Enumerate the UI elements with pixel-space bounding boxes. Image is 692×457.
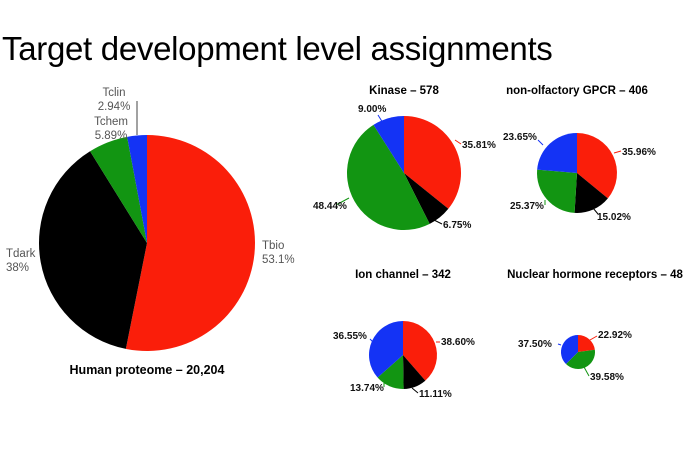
pie-chart-1: Tbio 53.1% Tdark 38% Tchem 5.89% Tclin 2.94% Hum… [6, 87, 295, 377]
pie-slice-tchem [377, 355, 404, 389]
slice-value-label: 22.92% [598, 330, 632, 341]
leader-line [369, 338, 375, 344]
pie-slice-tdark [404, 173, 449, 224]
leader-line [583, 366, 590, 377]
pie-slice-tdark [574, 173, 608, 213]
slice-value-label: 37.50% [518, 339, 552, 350]
pie-slice-tbio [125, 135, 255, 351]
pie-slice-tclin [127, 135, 147, 243]
leader-line [411, 387, 419, 394]
pie-chart-4: 38.60% 11.11% 13.74% 36.55% Ion channel – 34… [333, 269, 475, 400]
slice-value-label: 9.00% [358, 104, 386, 115]
slice-value-label: 48.44% [313, 201, 347, 212]
pie-chart-title: Human proteome – 20,204 [70, 363, 225, 377]
slice-value-label: 35.96% [622, 147, 656, 158]
pie-chart-title: non-olfactory GPCR – 406 [506, 85, 648, 97]
slice-value-label: 36.55% [333, 331, 367, 342]
pie-slice-tclin [373, 116, 404, 173]
pie-slice-tbio [403, 321, 437, 381]
slice-value-label: 39.58% [590, 372, 624, 383]
pie-chart-3: 35.96% 15.02% 25.37% 23.65% non-olfactory GP… [503, 85, 656, 223]
slice-value-label: 53.1% [262, 254, 295, 266]
leader-line [427, 216, 443, 225]
leader-line [377, 114, 384, 124]
pie-slice-tclin [561, 335, 578, 365]
slice-name-label: Tclin [102, 87, 125, 99]
pie-chart-title: Nuclear hormone receptors – 48 [507, 269, 683, 281]
page-title: Target development level assignments [2, 30, 553, 67]
pie-slice-tbio [404, 116, 462, 209]
pie-slice-tbio [578, 334, 595, 352]
pie-chart-5: 22.92% 39.58% 37.50% Nuclear hormone recept… [507, 269, 683, 383]
slice-value-label: 2.94% [98, 101, 131, 113]
pie-slice-tchem [90, 136, 147, 243]
leader-line [589, 335, 598, 341]
pie-slice-tbio [577, 133, 617, 199]
slice-value-label: 35.81% [462, 140, 496, 151]
slice-name-label: Tdark [6, 248, 36, 260]
slice-value-label: 11.11% [419, 389, 452, 400]
slice-value-label: 23.65% [503, 132, 537, 143]
leader-line [335, 197, 350, 206]
pie-slice-tchem [347, 124, 430, 230]
leader-line [613, 150, 622, 154]
leader-line [557, 343, 562, 346]
leader-line [454, 139, 462, 145]
pie-chart-title: Ion channel – 342 [355, 269, 451, 281]
pie-chart-2: 35.81% 6.75% 48.44% 9.00% Kinase – 578 [313, 85, 496, 231]
slice-name-label: Tchem [94, 116, 128, 128]
slice-value-label: 13.74% [350, 383, 384, 394]
pie-slice-tchem [536, 169, 577, 213]
slice-value-label: 38.60% [441, 337, 475, 348]
leader-line [537, 139, 544, 146]
slice-value-label: 25.37% [510, 201, 544, 212]
pie-slice-tdark [403, 355, 426, 389]
slice-value-label: 15.02% [597, 212, 631, 223]
pie-slice-tclin [369, 321, 403, 378]
pie-slice-tdark [38, 151, 147, 349]
leader-line [592, 207, 599, 215]
pie-slice-tchem [565, 349, 596, 370]
pie-chart-title: Kinase – 578 [369, 85, 439, 97]
slice-value-label: 5.89% [95, 130, 128, 142]
slice-name-label: Tbio [262, 240, 284, 252]
slice-value-label: 38% [6, 262, 29, 274]
slice-value-label: 6.75% [443, 220, 471, 231]
pie-slice-tclin [537, 133, 577, 173]
